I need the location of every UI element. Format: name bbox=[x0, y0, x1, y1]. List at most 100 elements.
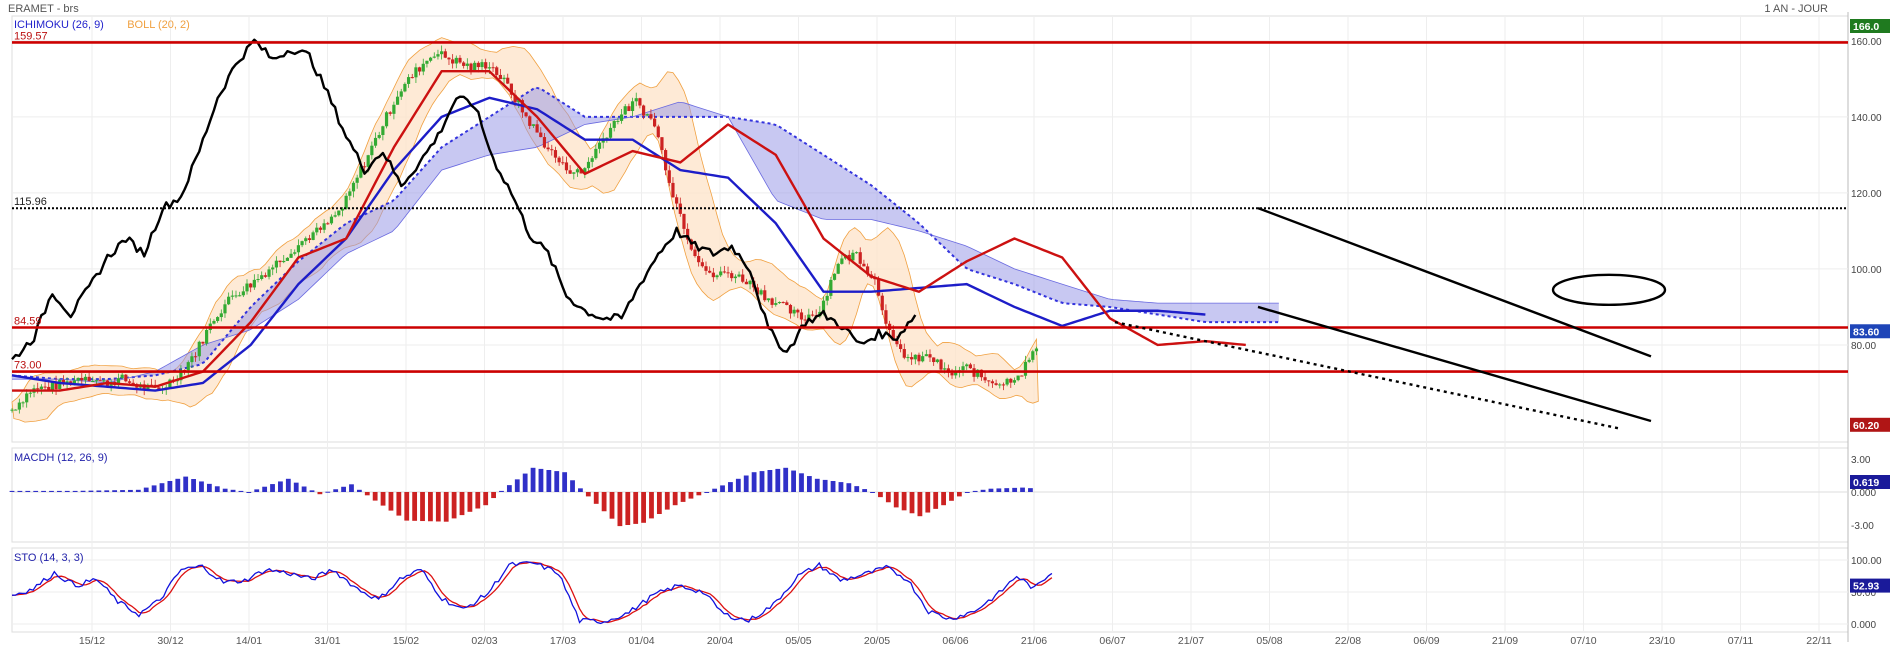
candle-body bbox=[715, 275, 719, 278]
macd-bar bbox=[254, 489, 260, 492]
candle-body bbox=[205, 329, 209, 344]
candle-body bbox=[168, 379, 172, 388]
candle-body bbox=[395, 96, 400, 105]
candle-body bbox=[454, 57, 458, 64]
candle-body bbox=[14, 409, 18, 411]
candle-body bbox=[928, 354, 932, 358]
candle-body bbox=[355, 177, 359, 183]
x-tick-label: 22/08 bbox=[1335, 635, 1361, 647]
macd-bar bbox=[941, 492, 946, 506]
candle-body bbox=[990, 381, 995, 384]
trendline[interactable] bbox=[1114, 320, 1621, 430]
macd-bar bbox=[570, 480, 575, 492]
candle-body bbox=[799, 312, 804, 320]
candle-body bbox=[586, 161, 591, 169]
candle-body bbox=[282, 260, 286, 263]
x-tick-label: 06/06 bbox=[942, 635, 968, 647]
macd-bar bbox=[483, 492, 489, 506]
candle-body bbox=[876, 279, 881, 296]
macd-bar bbox=[356, 489, 362, 492]
candle-body bbox=[1009, 378, 1013, 383]
candle-body bbox=[83, 376, 88, 381]
macd-y-tick: -3.00 bbox=[1851, 521, 1874, 532]
macd-bar bbox=[664, 492, 670, 510]
candle-body bbox=[623, 106, 627, 115]
candle-body bbox=[785, 302, 789, 305]
candle-body bbox=[608, 127, 613, 138]
candle-body bbox=[998, 384, 1002, 386]
macd-bar bbox=[633, 492, 639, 524]
candle-body bbox=[278, 260, 282, 263]
macd-bar bbox=[435, 492, 441, 522]
macd-bar bbox=[214, 486, 220, 492]
candle-body bbox=[825, 295, 829, 301]
candle-body bbox=[653, 118, 657, 127]
highlight-ellipse[interactable] bbox=[1551, 273, 1667, 307]
macd-bar bbox=[783, 467, 789, 492]
candle-body bbox=[28, 392, 32, 394]
macd-bar bbox=[333, 489, 339, 492]
candle-body bbox=[263, 275, 267, 277]
candle-body bbox=[719, 271, 723, 276]
trendline[interactable] bbox=[1257, 305, 1652, 423]
macd-bar bbox=[1020, 487, 1025, 492]
macd-bar bbox=[554, 471, 560, 492]
candle-body bbox=[821, 300, 826, 312]
candle-body bbox=[858, 252, 862, 264]
sto-y-tick: 50.00 bbox=[1851, 588, 1876, 599]
candle-body bbox=[862, 263, 866, 267]
macd-bar bbox=[222, 488, 228, 492]
candle-body bbox=[675, 197, 679, 204]
candle-body bbox=[630, 101, 635, 112]
period-label[interactable]: 1 AN - JOUR bbox=[1764, 3, 1828, 15]
macd-bar bbox=[641, 492, 646, 523]
candle-body bbox=[76, 377, 80, 381]
macd-bar bbox=[949, 492, 954, 501]
macd-bar bbox=[514, 479, 520, 492]
candle-body bbox=[329, 216, 334, 224]
macd-bar bbox=[925, 492, 931, 513]
x-tick-label: 07/11 bbox=[1728, 635, 1754, 647]
candle-body bbox=[25, 393, 29, 403]
macd-bar bbox=[964, 492, 970, 493]
candle-body bbox=[120, 374, 124, 379]
candle-body bbox=[10, 409, 14, 411]
candle-body bbox=[403, 83, 407, 92]
candle-body bbox=[476, 62, 480, 68]
panel-frame bbox=[11, 15, 1849, 443]
macd-bar bbox=[238, 490, 244, 492]
candle-body bbox=[854, 252, 859, 254]
candle-body bbox=[39, 386, 43, 390]
candle-body bbox=[260, 275, 264, 279]
macd-bar bbox=[735, 478, 741, 492]
candle-body bbox=[575, 169, 580, 173]
candle-body bbox=[351, 182, 356, 192]
candle-body bbox=[289, 253, 293, 258]
candle-body bbox=[337, 210, 341, 216]
candle-body bbox=[704, 266, 708, 271]
macd-bar bbox=[988, 488, 994, 492]
candle-body bbox=[300, 241, 304, 246]
candle-body bbox=[924, 354, 928, 357]
candle-body bbox=[961, 366, 965, 371]
candle-body bbox=[954, 371, 958, 376]
x-tick-label: 01/04 bbox=[628, 635, 654, 647]
candle-body bbox=[506, 77, 510, 84]
candle-body bbox=[212, 321, 216, 324]
trendline[interactable] bbox=[1257, 206, 1652, 358]
candle-body bbox=[781, 302, 785, 304]
macd-bar bbox=[96, 490, 102, 492]
macd-bar bbox=[546, 470, 552, 492]
x-tick-label: 14/01 bbox=[236, 635, 262, 647]
chart-title: ERAMET - brs bbox=[8, 3, 79, 15]
candle-body bbox=[307, 238, 312, 240]
macd-bar bbox=[1012, 487, 1018, 492]
macd-bar bbox=[806, 476, 812, 492]
macd-bar bbox=[33, 490, 39, 492]
candle-body bbox=[950, 372, 954, 376]
candle-body bbox=[1031, 351, 1035, 360]
macd-bar bbox=[191, 479, 196, 492]
candle-body bbox=[498, 74, 502, 80]
macd-bar bbox=[767, 470, 773, 492]
